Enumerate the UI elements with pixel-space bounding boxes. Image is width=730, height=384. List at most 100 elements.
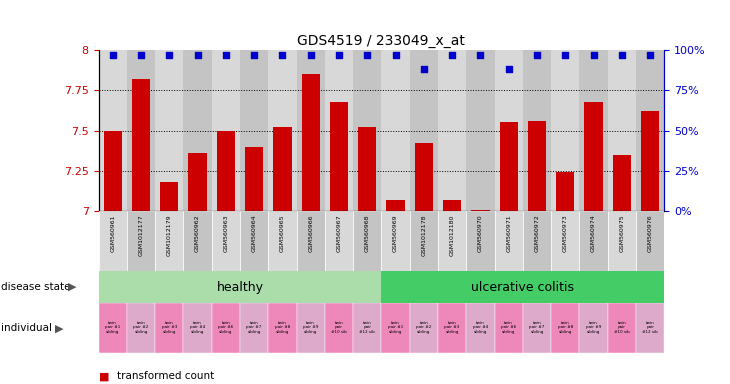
Bar [273,127,291,211]
Point [305,52,317,58]
Text: GSM560971: GSM560971 [506,214,511,252]
Text: GSM560964: GSM560964 [252,214,257,252]
Text: GSM1012180: GSM1012180 [450,214,455,255]
Text: GSM1012177: GSM1012177 [139,214,144,256]
Text: twin
pair #7
sibling: twin pair #7 sibling [247,321,262,334]
Text: transformed count: transformed count [117,371,214,381]
Bar [636,50,664,211]
Bar [607,303,636,353]
Text: GSM560961: GSM560961 [110,214,115,252]
Bar [99,303,127,353]
Text: GSM560969: GSM560969 [393,214,398,252]
Bar [127,303,155,353]
Bar [381,211,410,271]
Text: twin
pair #9
sibling: twin pair #9 sibling [303,321,318,334]
Point [107,52,118,58]
Bar [495,50,523,211]
Bar [607,211,636,271]
Point [220,52,231,58]
Bar [556,172,575,211]
Bar [240,211,269,271]
Bar [127,50,155,211]
Bar [269,211,296,271]
Text: GSM1012179: GSM1012179 [166,214,172,256]
Bar [183,211,212,271]
Text: twin
pair
#12 sib: twin pair #12 sib [359,321,375,334]
Text: GSM560973: GSM560973 [563,214,568,252]
Point [361,52,373,58]
Bar [245,147,264,211]
Point [531,52,543,58]
Bar [127,211,155,271]
Text: GSM560970: GSM560970 [478,214,483,252]
Bar [495,303,523,353]
Bar [155,211,183,271]
Text: twin
pair #6
sibling: twin pair #6 sibling [501,321,516,334]
Bar [472,210,490,211]
Text: twin
pair
#10 sib: twin pair #10 sib [614,321,630,334]
Point [588,52,599,58]
Bar [160,182,178,211]
Point [135,52,147,58]
Text: GSM560963: GSM560963 [223,214,228,252]
Bar [607,50,636,211]
Text: healthy: healthy [217,281,264,293]
Bar [580,50,607,211]
Bar [438,50,466,211]
Bar [132,79,150,211]
Bar [528,121,546,211]
Bar [325,50,353,211]
Bar [438,211,466,271]
Bar [585,101,603,211]
Bar [353,303,382,353]
Text: individual: individual [1,323,53,333]
Point [248,52,260,58]
Bar [466,303,495,353]
Point [645,52,656,58]
Bar [353,211,382,271]
Text: twin
pair #6
sibling: twin pair #6 sibling [218,321,234,334]
Title: GDS4519 / 233049_x_at: GDS4519 / 233049_x_at [298,33,465,48]
Text: twin
pair #2
sibling: twin pair #2 sibling [416,321,431,334]
Text: ▶: ▶ [68,282,77,292]
Bar [410,211,438,271]
Text: twin
pair
#12 sib: twin pair #12 sib [642,321,658,334]
Bar [183,303,212,353]
Bar [381,271,664,303]
Text: twin
pair #4
sibling: twin pair #4 sibling [473,321,488,334]
Bar [551,50,580,211]
Bar [212,50,240,211]
Bar [183,50,212,211]
Bar [296,303,325,353]
Bar [301,74,320,211]
Bar [188,153,207,211]
Bar [217,131,235,211]
Bar [466,50,495,211]
Bar [240,303,269,353]
Text: twin
pair #3
sibling: twin pair #3 sibling [161,321,177,334]
Point [164,52,175,58]
Text: twin
pair #8
sibling: twin pair #8 sibling [558,321,573,334]
Bar [495,211,523,271]
Bar [580,303,607,353]
Text: GSM560975: GSM560975 [619,214,624,252]
Bar [155,50,183,211]
Text: GSM560962: GSM560962 [195,214,200,252]
Bar [415,144,433,211]
Text: twin
pair #2
sibling: twin pair #2 sibling [134,321,149,334]
Point [474,52,486,58]
Bar [580,211,607,271]
Point [446,52,458,58]
Text: ulcerative colitis: ulcerative colitis [472,281,575,293]
Text: GSM560976: GSM560976 [648,214,653,252]
Bar [269,303,296,353]
Bar [325,211,353,271]
Bar [551,303,580,353]
Text: GSM560968: GSM560968 [365,214,370,252]
Text: twin
pair #3
sibling: twin pair #3 sibling [445,321,460,334]
Bar [612,155,631,211]
Bar [269,50,296,211]
Bar [99,271,381,303]
Bar [99,211,127,271]
Bar [386,200,404,211]
